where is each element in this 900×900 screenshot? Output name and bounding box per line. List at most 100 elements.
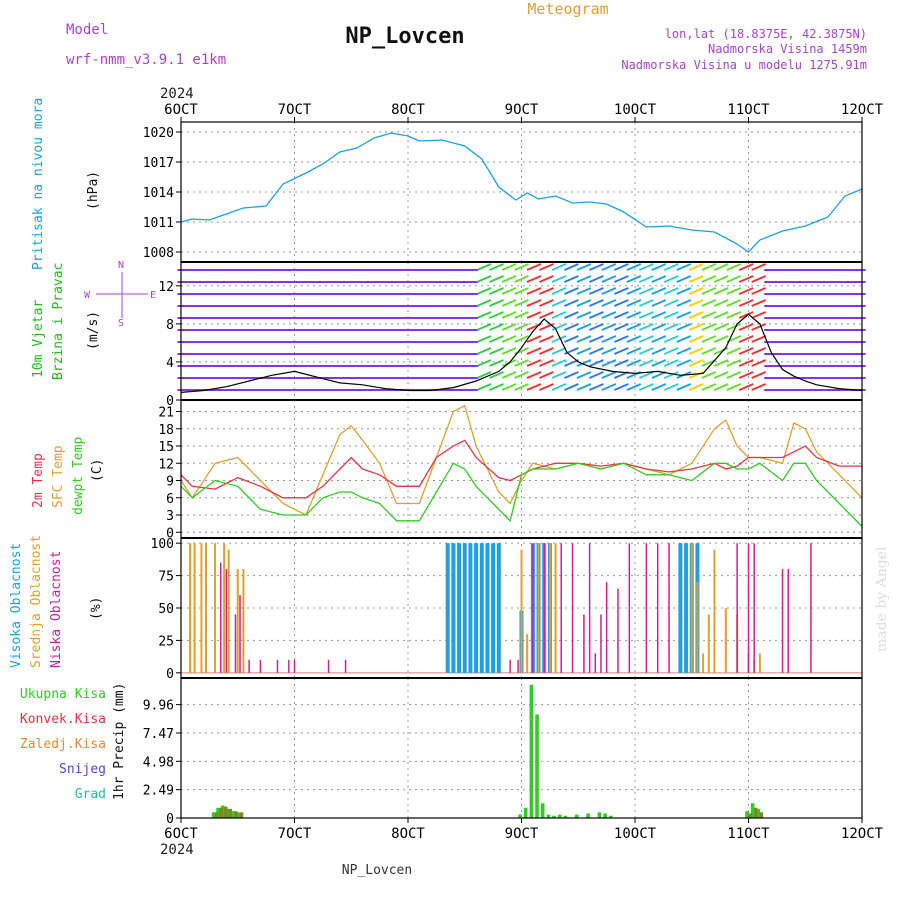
panel-temperature: 0 3 6 9 12 15 18 21 (158, 400, 862, 541)
wind-arrow (613, 299, 629, 307)
wind-arrow (613, 347, 629, 355)
ytick-label: 12 (158, 280, 174, 295)
low-cloud-bar (344, 659, 347, 673)
wind-arrow (713, 383, 729, 391)
total-precip-bar (609, 815, 613, 818)
mid-cloud-bar (200, 543, 203, 673)
wind-arrow (589, 299, 604, 307)
conv-precip-bar (748, 813, 752, 818)
wind-arrow (564, 287, 579, 295)
wind-arrow (551, 359, 567, 367)
cloud-ylabel-mid: Srednja Oblacnost (29, 535, 44, 668)
wind-arrow (676, 383, 692, 391)
wind-arrow (676, 323, 692, 331)
wind-arrow (613, 359, 629, 367)
wind-arrow (726, 287, 742, 295)
mid-cloud-bar (227, 549, 230, 673)
wind-arrow (751, 383, 767, 391)
wind-arrow (713, 359, 729, 367)
low-cloud-bar (588, 543, 591, 673)
wind-unit: (m/s) (86, 311, 101, 350)
total-precip-bar (552, 815, 556, 818)
wind-arrow (613, 275, 629, 283)
wind-arrow (676, 311, 692, 319)
low-cloud-bar (509, 659, 511, 673)
wind-arrow (551, 275, 567, 283)
precip-legend: Ukupna Kisa Konvek.Kisa Zaledj.Kisa Snij… (20, 687, 106, 802)
total-precip-bar (574, 814, 579, 818)
xtick-label-bottom: 8OCT (391, 826, 425, 842)
total-precip-bar (563, 815, 568, 818)
total-precip-bar (745, 811, 749, 818)
total-precip-bar (529, 684, 534, 818)
wind-arrow (489, 323, 504, 331)
high-cloud-bar (684, 543, 689, 673)
wind-arrow (501, 371, 517, 379)
xtick-label-top: 9OCT (505, 102, 539, 118)
wind-arrow (688, 359, 704, 367)
low-cloud-bar (327, 659, 330, 673)
compass-n-label: N (118, 260, 124, 271)
panel-precipitation: 0 2.49 4.98 7.47 9.96 (143, 678, 862, 827)
wind-arrow (701, 311, 717, 319)
wind-arrow (663, 323, 679, 331)
high-cloud-bar (457, 543, 462, 673)
wind-arrow (476, 287, 492, 295)
wind-arrow (551, 383, 567, 391)
low-cloud-bar (617, 588, 619, 673)
wind-arrow (676, 263, 692, 271)
low-cloud-bar (753, 543, 755, 673)
wind-arrow (651, 311, 667, 319)
wind-arrow (751, 275, 767, 283)
meteogram-label: Meteogram (527, 0, 608, 18)
temp-ylabel-2m: 2m Temp (31, 453, 46, 508)
mid-cloud-bar (236, 569, 239, 673)
wind-arrow (551, 371, 567, 379)
xtick-label-top: 11OCT (727, 102, 770, 118)
wind-arrow (726, 311, 742, 319)
wind-arrow (539, 371, 554, 379)
panel-frame (180, 677, 863, 819)
wind-arrow (676, 275, 692, 283)
wind-arrow (726, 359, 742, 367)
wind-arrow (576, 359, 592, 367)
low-cloud-bar (543, 543, 545, 673)
ytick-label: 1011 (143, 216, 174, 231)
wind-arrow (539, 311, 554, 319)
wind-arrow (576, 347, 592, 355)
temp-ylabel-sfc: SFC Temp (51, 445, 66, 508)
dewpt-line (180, 462, 863, 527)
wind-ylabel-2: Brzina i Pravac (51, 263, 66, 380)
wind-arrow (564, 299, 579, 307)
wind-arrow (539, 347, 554, 355)
low-cloud-bar (288, 659, 290, 673)
xtick-label-top: 7OCT (278, 102, 312, 118)
wind-arrow (738, 263, 754, 271)
wind-arrow (476, 371, 492, 379)
wind-arrow (638, 287, 654, 295)
temp-ylabel-dew: dewpt Temp (71, 437, 86, 515)
wind-arrow (626, 263, 642, 271)
compass-w-label: W (84, 290, 91, 301)
low-cloud-bar (594, 653, 597, 673)
wind-arrow (676, 335, 692, 343)
temp-unit: (C) (90, 459, 105, 482)
low-cloud-bar (628, 543, 631, 673)
legend-total-rain: Ukupna Kisa (20, 687, 106, 702)
ytick-label: 0 (166, 394, 174, 409)
wind-arrow (564, 311, 579, 319)
low-cloud-bar (736, 543, 738, 673)
wind-arrow (601, 383, 617, 391)
wind-arrow (751, 299, 767, 307)
xtick-label-top: 8OCT (391, 102, 425, 118)
wind-arrow (501, 323, 517, 331)
wind-arrow (701, 287, 717, 295)
wind-arrow (701, 299, 717, 307)
wind-arrow (713, 311, 729, 319)
wind-arrow (551, 299, 567, 307)
ytick-label: 0 (166, 667, 174, 682)
ytick-label: 1014 (143, 186, 174, 201)
wind-arrow (489, 299, 504, 307)
wind-arrow (589, 311, 604, 319)
wind-arrow (638, 311, 654, 319)
